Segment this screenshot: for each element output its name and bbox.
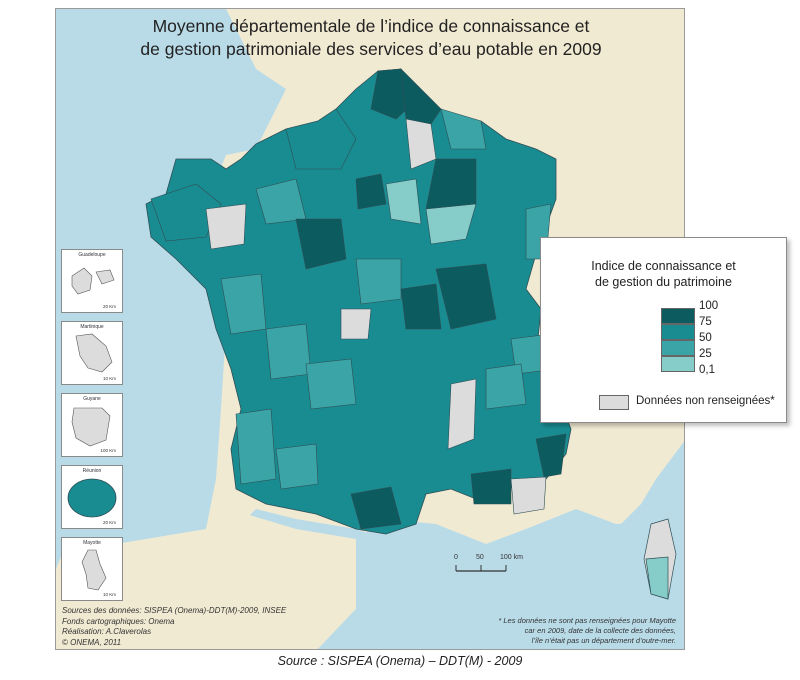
legend-tick-50: 50 xyxy=(699,332,712,344)
legend-title-line-2: de gestion du patrimoine xyxy=(595,275,732,289)
region-ille xyxy=(205,203,247,250)
inset-name: Guadeloupe xyxy=(78,252,106,258)
region-ardennes xyxy=(440,108,487,150)
mayotte-shape xyxy=(81,549,107,591)
footnote-line: car en 2009, date de la collecte des don… xyxy=(524,626,676,635)
region-alpes-maritimes xyxy=(535,433,567,478)
legend-swatch-25-50 xyxy=(661,340,695,356)
map-frame: Moyenne départementale de l’indice de co… xyxy=(55,8,685,650)
guadeloupe-shape xyxy=(71,267,115,295)
footnote-line: * Les données ne sont pas renseignées po… xyxy=(498,616,676,625)
map-title: Moyenne départementale de l’indice de co… xyxy=(56,15,684,61)
legend-no-data-label: Données non renseignées* xyxy=(636,395,775,407)
legend-tick-0-1: 0,1 xyxy=(699,364,715,376)
source-caption: Source : SISPEA (Onema) – DDT(M) - 2009 xyxy=(277,654,523,668)
legend-swatch-50-75 xyxy=(661,324,695,340)
inset-mayotte: Mayotte 10 Km xyxy=(61,537,123,601)
reunion-shape xyxy=(67,478,117,518)
inset-martinique: Martinique 10 Km xyxy=(61,321,123,385)
legend-swatch-75-100 xyxy=(661,308,695,324)
mediterranean-sea xyxy=(317,509,684,649)
legend-title-line-1: Indice de connaissance et xyxy=(591,259,736,273)
guyane-shape xyxy=(71,407,111,447)
martinique-shape xyxy=(75,333,113,373)
region-var xyxy=(510,476,547,515)
scale-label-50: 50 xyxy=(476,554,484,561)
scale-bar: 0 50 100 km xyxy=(454,554,523,572)
region-aude xyxy=(350,486,402,530)
legend-no-data-swatch xyxy=(599,395,629,410)
region-essonne xyxy=(385,178,422,225)
inset-name: Mayotte xyxy=(83,540,101,546)
region-landes xyxy=(235,408,277,485)
region-aube xyxy=(425,203,477,245)
inset-name: Guyane xyxy=(83,396,101,402)
legend-tick-100: 100 xyxy=(699,300,719,312)
region-normandie xyxy=(285,108,357,170)
legend-tick-75: 75 xyxy=(699,316,712,328)
region-drome xyxy=(447,378,477,450)
region-dordogne xyxy=(305,358,357,410)
credit-line: Sources des données: SISPEA (Onema)-DDT(… xyxy=(62,606,287,615)
scale-label-100: 100 km xyxy=(500,554,523,561)
region-creuse xyxy=(340,308,372,340)
corsica-south xyxy=(645,556,669,600)
uk-land xyxy=(226,9,386,89)
inset-guadeloupe: Guadeloupe 20 Km xyxy=(61,249,123,313)
inset-scale: 10 Km xyxy=(102,376,116,381)
inset-scale: 20 Km xyxy=(102,520,116,525)
footnote-line: l’île n’était pas un département d’outre… xyxy=(531,636,676,645)
spain-land xyxy=(56,514,366,649)
region-paris xyxy=(355,173,387,210)
inset-reunion: Réunion 20 Km xyxy=(61,465,123,529)
inset-name: Réunion xyxy=(82,468,102,474)
channel-sea xyxy=(56,9,286,189)
inset-scale: 100 Km xyxy=(100,448,116,453)
title-line-1: Moyenne départementale de l’indice de co… xyxy=(152,16,590,36)
region-bourgogne xyxy=(435,263,497,330)
region-allier xyxy=(400,283,442,330)
footnote: * Les données ne sont pas renseignées po… xyxy=(498,616,676,646)
credit-line: © ONEMA, 2011 xyxy=(62,637,122,647)
data-credits: Sources des données: SISPEA (Onema)-DDT(… xyxy=(62,606,286,648)
inset-scale: 20 Km xyxy=(102,304,116,309)
credit-line: Réalisation: A.Claverolas xyxy=(62,627,152,636)
title-line-2: de gestion patrimoniale des services d’e… xyxy=(140,39,602,59)
region-cher xyxy=(355,258,402,305)
region-gers xyxy=(275,443,319,490)
legend: Indice de connaissance et de gestion du … xyxy=(540,237,787,423)
region-isere xyxy=(485,363,527,410)
legend-tick-25: 25 xyxy=(699,348,712,360)
inset-guyane: Guyane 100 Km xyxy=(61,393,123,457)
legend-swatch-0-25 xyxy=(661,356,695,372)
inset-name: Martinique xyxy=(80,324,104,330)
region-loir xyxy=(295,218,347,270)
region-bouches xyxy=(470,468,512,505)
scale-label-0: 0 xyxy=(454,554,458,561)
credit-line: Fonds cartographiques: Onema xyxy=(62,616,175,626)
inset-scale: 10 Km xyxy=(102,592,116,597)
legend-title: Indice de connaissance et de gestion du … xyxy=(541,258,786,290)
region-charente xyxy=(265,323,312,380)
